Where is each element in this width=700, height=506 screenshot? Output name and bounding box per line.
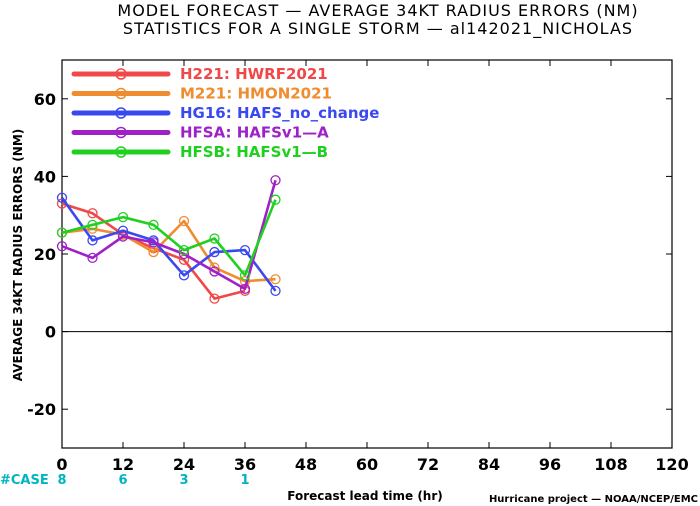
legend-label: H221: HWRF2021 — [180, 65, 328, 83]
case-count: 1 — [240, 473, 249, 488]
data-point — [56, 241, 68, 252]
series-line — [61, 199, 277, 277]
data-point — [148, 237, 159, 248]
x-tick-label: 72 — [417, 455, 439, 474]
x-tick-label: 24 — [173, 455, 195, 474]
y-axis-label: AVERAGE 34KT RADIUS ERRORS (NM) — [11, 129, 25, 381]
x-tick-label: 96 — [539, 455, 561, 474]
series-line — [61, 179, 277, 291]
data-point — [87, 252, 98, 264]
legend-marker — [115, 126, 127, 139]
legend-marker — [115, 68, 127, 80]
y-tick-label: 60 — [34, 90, 56, 109]
x-tick-label: 0 — [56, 455, 67, 474]
data-point — [209, 293, 220, 304]
x-tick-label: 120 — [655, 455, 688, 474]
data-point — [270, 194, 281, 205]
x-tick-label: 36 — [234, 455, 256, 474]
data-point — [270, 285, 281, 297]
case-label: #CASE — [0, 473, 49, 488]
data-point — [148, 246, 159, 258]
x-tick-label: 60 — [356, 455, 378, 474]
legend-label: M221: HMON2021 — [180, 85, 332, 103]
data-point — [178, 215, 190, 227]
data-point — [148, 219, 159, 231]
data-point — [87, 208, 98, 219]
legend-marker — [115, 146, 127, 158]
case-count: 8 — [57, 473, 66, 488]
legend-label: HG16: HAFS_no_change — [180, 104, 379, 122]
credit-text: Hurricane project — NOAA/NCEP/EMC — [489, 494, 698, 505]
data-point — [209, 266, 220, 277]
data-point — [178, 270, 190, 281]
x-tick-label: 84 — [478, 455, 500, 474]
data-point — [178, 244, 190, 256]
legend-marker — [115, 107, 127, 119]
data-point — [56, 192, 68, 203]
data-point — [209, 246, 220, 258]
data-point — [239, 244, 251, 256]
legend-marker — [115, 87, 127, 100]
data-point — [56, 227, 68, 238]
case-count: 6 — [118, 473, 127, 488]
x-tick-label: 48 — [295, 455, 317, 474]
data-point — [270, 175, 281, 186]
chart-subtitle: STATISTICS FOR A SINGLE STORM — al142021… — [123, 19, 633, 39]
chart-title: MODEL FORECAST — AVERAGE 34KT RADIUS ERR… — [117, 1, 638, 20]
legend-label: HFSB: HAFSv1—B — [180, 143, 328, 161]
data-point — [117, 231, 129, 242]
y-tick-label: -20 — [27, 400, 56, 419]
y-tick-label: 40 — [34, 167, 56, 186]
x-tick-label: 12 — [112, 455, 134, 474]
y-tick-label: 0 — [45, 323, 56, 342]
x-axis-label: Forecast lead time (hr) — [287, 489, 443, 503]
data-point — [239, 270, 251, 281]
y-tick-label: 20 — [34, 245, 56, 264]
data-point — [87, 235, 98, 246]
data-point — [239, 283, 251, 295]
case-count: 3 — [179, 473, 188, 488]
x-tick-label: 108 — [594, 455, 627, 474]
data-point — [87, 219, 98, 231]
data-point — [117, 211, 129, 223]
data-point — [209, 233, 220, 244]
legend-label: HFSA: HAFSv1—A — [180, 124, 329, 142]
data-point — [270, 274, 281, 285]
